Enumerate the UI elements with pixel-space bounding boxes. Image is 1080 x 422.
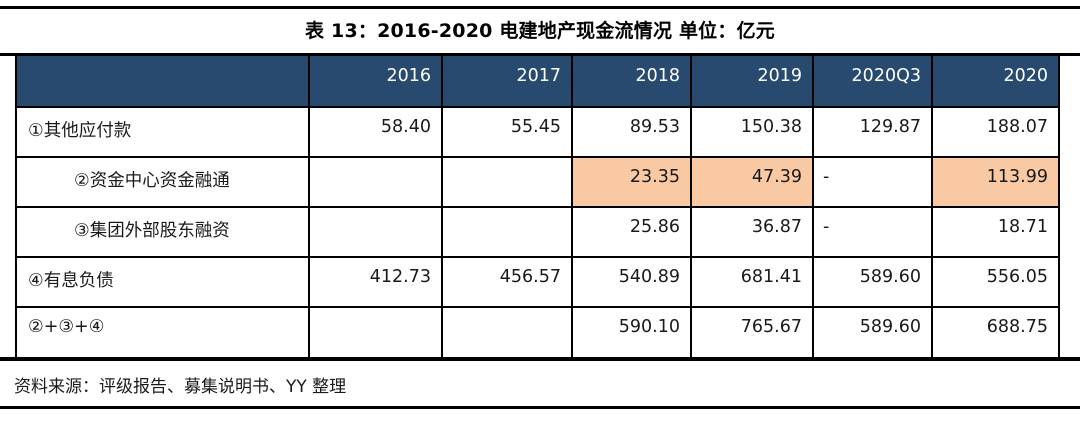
- table-cell: 589.60: [812, 306, 933, 357]
- column-header-2016: 2016: [308, 56, 443, 108]
- top-rule: [0, 6, 1080, 9]
- table-cell: 25.86: [571, 206, 692, 258]
- column-header-2020: 2020: [931, 56, 1060, 108]
- table-cell: [441, 306, 573, 357]
- table-cell: 765.67: [690, 306, 814, 357]
- table-bottom-rule: [0, 357, 1080, 361]
- table-cell: 150.38: [690, 106, 814, 158]
- row-label: ④有息负债: [15, 256, 310, 308]
- table-cell: 412.73: [308, 256, 443, 308]
- table-cell: 58.40: [308, 106, 443, 158]
- table-cell: 681.41: [690, 256, 814, 308]
- table-cell: 456.57: [441, 256, 573, 308]
- table-cell: 89.53: [571, 106, 692, 158]
- table-row-sum-2-3-4: ②+③+④ 590.10 765.67 589.60 688.75: [15, 306, 1060, 357]
- table-row-interest-bearing-debt: ④有息负债 412.73 456.57 540.89 681.41 589.60…: [15, 256, 1060, 308]
- table-cell: 589.60: [812, 256, 933, 308]
- row-label: ③集团外部股东融资: [15, 206, 310, 258]
- table-cell-highlighted: 47.39: [690, 156, 814, 208]
- table-cell: [441, 206, 573, 258]
- table-cell: 688.75: [931, 306, 1060, 357]
- table-cell: 556.05: [931, 256, 1060, 308]
- table-cell: 55.45: [441, 106, 573, 158]
- table-cell-highlighted: 113.99: [931, 156, 1060, 208]
- table-cell: [308, 156, 443, 208]
- row-label: ②资金中心资金融通: [15, 156, 310, 208]
- table-cell: 590.10: [571, 306, 692, 357]
- source-note: 资料来源：评级报告、募集说明书、YY 整理: [14, 377, 347, 397]
- table-cell: 18.71: [931, 206, 1060, 258]
- table-row-capital-center-financing: ②资金中心资金融通 23.35 47.39 - 113.99: [15, 156, 1060, 208]
- table-cell: -: [812, 156, 933, 208]
- table-cell: 188.07: [931, 106, 1060, 158]
- table-cell: 540.89: [571, 256, 692, 308]
- table-row-other-payables: ①其他应付款 58.40 55.45 89.53 150.38 129.87 1…: [15, 106, 1060, 158]
- table-top-rule: [0, 53, 1080, 56]
- column-header-2020q3: 2020Q3: [812, 56, 933, 108]
- table-cell: -: [812, 206, 933, 258]
- page-bottom-rule: [0, 406, 1080, 409]
- header-row: 2016 2017 2018 2019 2020Q3 2020: [15, 56, 1060, 108]
- row-label: ②+③+④: [15, 306, 310, 357]
- table-cell: 129.87: [812, 106, 933, 158]
- table-cell: [308, 206, 443, 258]
- table-cell: [308, 306, 443, 357]
- column-header-2019: 2019: [690, 56, 814, 108]
- column-header-2017: 2017: [441, 56, 573, 108]
- row-label: ①其他应付款: [15, 106, 310, 158]
- table-row-external-shareholder-financing: ③集团外部股东融资 25.86 36.87 - 18.71: [15, 206, 1060, 258]
- column-header-2018: 2018: [571, 56, 692, 108]
- table-title: 表 13：2016-2020 电建地产现金流情况 单位：亿元: [305, 20, 775, 42]
- table-cell-highlighted: 23.35: [571, 156, 692, 208]
- cash-flow-table: 2016 2017 2018 2019 2020Q3 2020 ①其他应付款 5…: [15, 56, 1060, 357]
- table-cell: 36.87: [690, 206, 814, 258]
- corner-header-cell: [15, 56, 310, 108]
- table-cell: [441, 156, 573, 208]
